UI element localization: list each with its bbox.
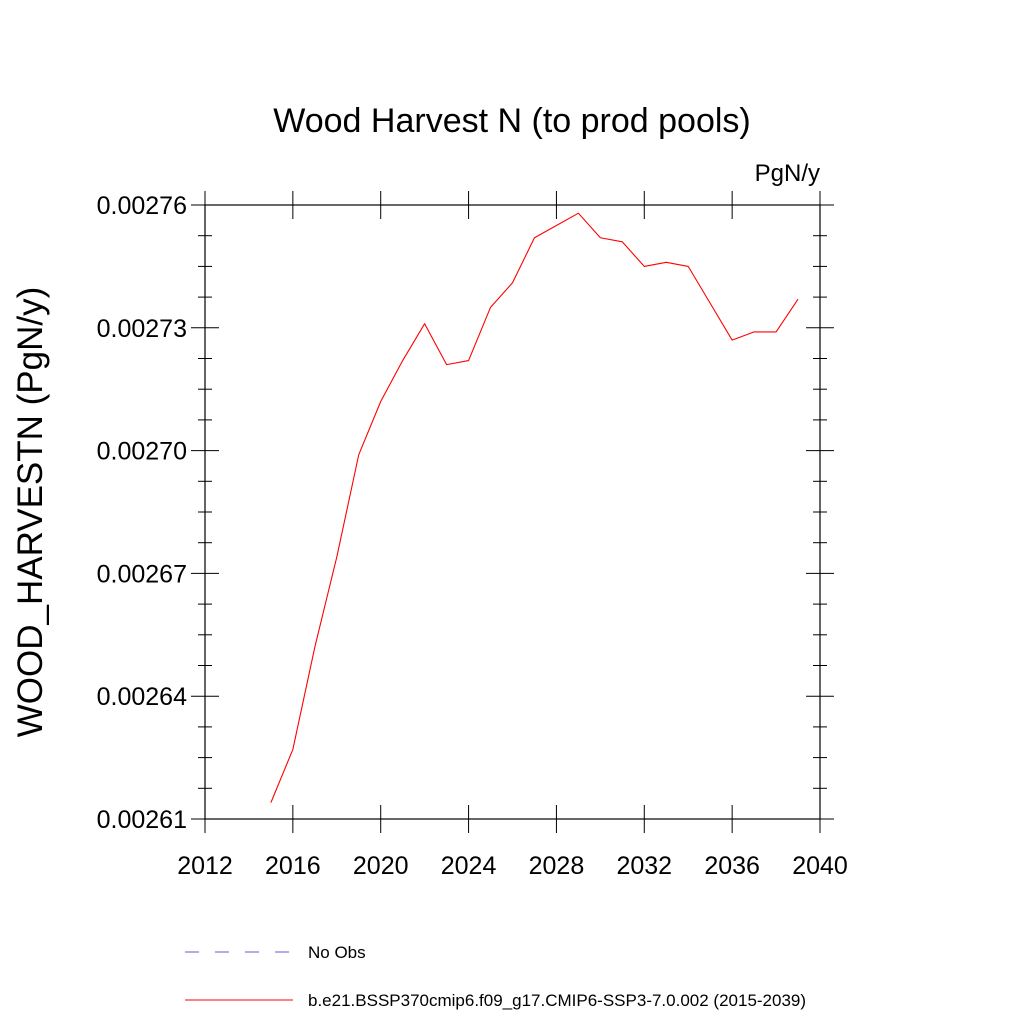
y-tick-label: 0.00276 xyxy=(97,192,187,220)
legend: No Obs b.e21.BSSP370cmip6.f09_g17.CMIP6-… xyxy=(185,943,806,1010)
x-tick-label: 2028 xyxy=(529,852,585,880)
y-axis-label: WOOD_HARVESTN (PgN/y) xyxy=(11,287,50,738)
x-tick-label: 2012 xyxy=(177,852,233,880)
series-layer xyxy=(270,212,799,803)
y-tick-label: 0.00270 xyxy=(97,438,187,466)
y-tick-label: 0.00273 xyxy=(97,315,187,343)
y-tick-label: 0.00261 xyxy=(97,806,187,834)
x-tick-label: 2016 xyxy=(265,852,321,880)
x-tick-label: 2036 xyxy=(704,852,760,880)
x-tick-label: 2020 xyxy=(353,852,409,880)
x-tick-label: 2024 xyxy=(441,852,497,880)
legend-label-no-obs: No Obs xyxy=(308,943,366,962)
x-tick-labels: 2012 2016 2020 2024 2028 2032 2036 2040 xyxy=(177,852,848,880)
y-tick-label: 0.00264 xyxy=(97,683,187,711)
legend-label-model: b.e21.BSSP370cmip6.f09_g17.CMIP6-SSP3-7.… xyxy=(308,991,806,1010)
axis-ticks xyxy=(191,191,834,833)
x-tick-label: 2032 xyxy=(616,852,672,880)
chart-title: Wood Harvest N (to prod pools) xyxy=(273,102,750,140)
x-tick-label: 2040 xyxy=(792,852,848,880)
units-label: PgN/y xyxy=(755,160,820,187)
y-tick-label: 0.00267 xyxy=(97,560,187,588)
series-line-1 xyxy=(270,212,799,803)
y-tick-labels: 0.00261 0.00264 0.00267 0.00270 0.00273 0.002… xyxy=(97,192,187,834)
